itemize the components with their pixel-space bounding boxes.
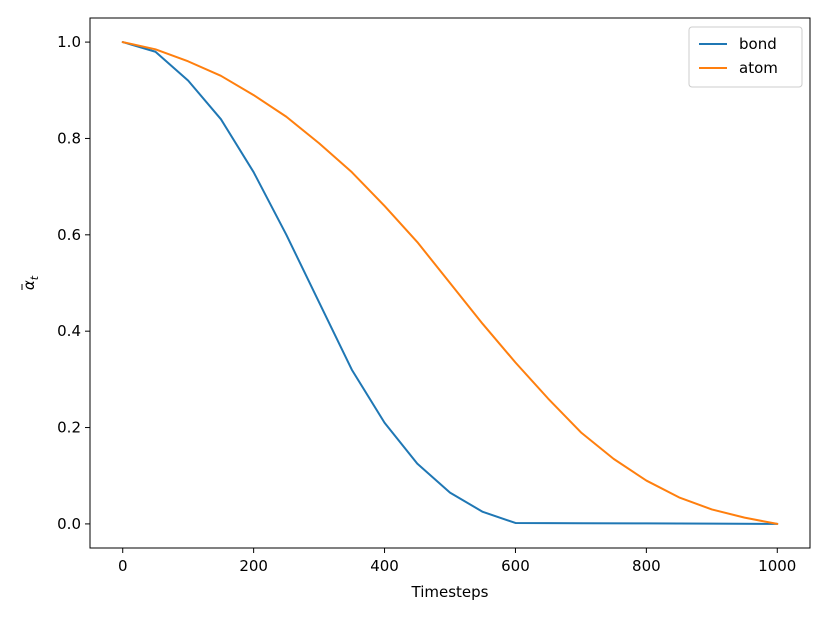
legend: bond atom [688,26,803,88]
y-tick-label: 0.4 [57,322,81,340]
legend-label-atom: atom [739,59,778,77]
plot-frame [89,17,811,549]
series-layer [121,41,779,525]
x-tick-label: 1000 [758,557,796,575]
legend-label-bond: bond [739,35,777,53]
x-tick-label: 200 [239,557,268,575]
x-axis-ticks: 0 200 400 600 800 1000 [118,548,796,575]
x-tick-label: 600 [501,557,530,575]
x-axis-title: Timesteps [411,583,489,601]
x-tick-label: 800 [632,557,661,575]
x-tick-label: 400 [370,557,399,575]
y-tick-label: 0.8 [57,129,81,147]
y-axis-ticks: 0.0 0.2 0.4 0.6 0.8 1.0 [57,33,90,533]
series-line-atom [121,41,779,525]
y-axis-title-base: α [20,280,38,290]
y-tick-label: 0.2 [57,419,81,437]
x-tick-label: 0 [118,557,128,575]
y-axis-title: αt [20,275,41,290]
y-tick-label: 1.0 [57,33,81,51]
y-tick-label: 0.0 [57,515,81,533]
legend-box [688,26,803,88]
series-line-bond [121,41,779,525]
y-tick-label: 0.6 [57,226,81,244]
y-axis-title-subscript: t [28,275,41,280]
